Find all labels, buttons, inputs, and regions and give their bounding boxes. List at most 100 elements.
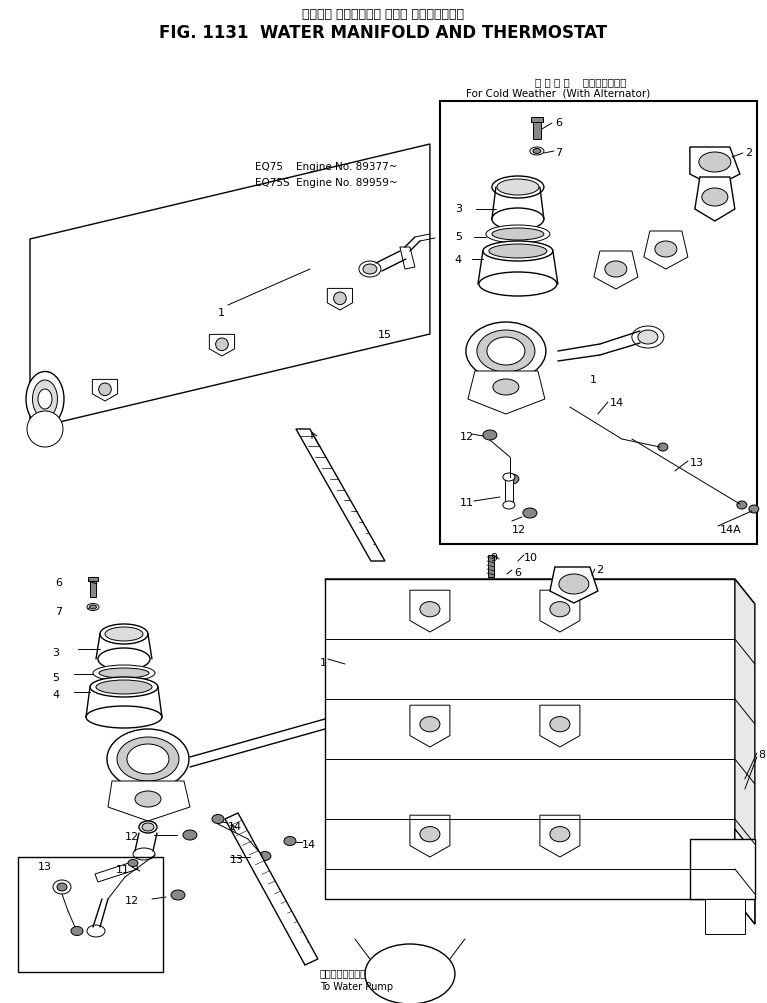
Bar [690, 840, 755, 899]
Polygon shape [92, 380, 117, 401]
Ellipse shape [559, 575, 589, 595]
Text: 6: 6 [55, 578, 62, 588]
Polygon shape [735, 580, 755, 924]
Polygon shape [540, 815, 580, 858]
Ellipse shape [90, 606, 97, 610]
Text: 12: 12 [460, 431, 474, 441]
Ellipse shape [53, 880, 71, 894]
Text: 13: 13 [690, 457, 704, 467]
Text: 14: 14 [610, 397, 624, 407]
Ellipse shape [87, 604, 99, 611]
Text: 14A: 14A [720, 525, 742, 535]
Text: 11: 11 [116, 865, 130, 875]
Ellipse shape [93, 665, 155, 681]
Text: 4: 4 [52, 689, 59, 699]
Text: EQ75S  Engine No. 89959~: EQ75S Engine No. 89959~ [255, 178, 397, 188]
Text: 14: 14 [228, 821, 242, 831]
Text: 6: 6 [555, 118, 562, 127]
Ellipse shape [133, 849, 155, 861]
Text: 2: 2 [596, 565, 603, 575]
Ellipse shape [492, 229, 544, 241]
Ellipse shape [117, 737, 179, 781]
Text: 10: 10 [524, 553, 538, 563]
Ellipse shape [493, 379, 519, 395]
Ellipse shape [32, 380, 58, 418]
Ellipse shape [100, 625, 148, 644]
Circle shape [99, 383, 111, 396]
Ellipse shape [365, 944, 455, 1003]
Text: EQ75    Engine No. 89377~: EQ75 Engine No. 89377~ [255, 161, 397, 172]
Bar [531, 118, 543, 123]
Text: To Water Pump: To Water Pump [320, 981, 393, 991]
Ellipse shape [87, 925, 105, 937]
Polygon shape [400, 248, 415, 270]
Circle shape [216, 339, 229, 351]
Text: 1: 1 [218, 308, 225, 318]
Ellipse shape [737, 502, 747, 510]
Ellipse shape [363, 265, 377, 275]
Ellipse shape [479, 273, 557, 297]
Text: FIG. 1131  WATER MANIFOLD AND THERMOSTAT: FIG. 1131 WATER MANIFOLD AND THERMOSTAT [159, 24, 607, 42]
Ellipse shape [505, 474, 519, 484]
Ellipse shape [57, 883, 67, 891]
Ellipse shape [284, 837, 296, 846]
Ellipse shape [420, 602, 440, 617]
Ellipse shape [107, 729, 189, 789]
Ellipse shape [128, 860, 138, 867]
Ellipse shape [658, 443, 668, 451]
Text: 寒 冷 仕 様    オルタネータ付: 寒 冷 仕 様 オルタネータ付 [535, 77, 627, 87]
Ellipse shape [550, 826, 570, 842]
Bar [533, 120, 541, 139]
Ellipse shape [135, 791, 161, 807]
Ellipse shape [497, 180, 539, 196]
Ellipse shape [71, 927, 83, 936]
Polygon shape [550, 568, 598, 604]
Text: 12: 12 [125, 895, 139, 905]
Circle shape [27, 411, 63, 447]
Ellipse shape [127, 744, 169, 774]
Ellipse shape [420, 826, 440, 842]
Text: 3: 3 [455, 204, 462, 214]
Polygon shape [95, 862, 138, 882]
Polygon shape [325, 580, 755, 605]
Ellipse shape [605, 262, 627, 278]
Polygon shape [30, 144, 430, 429]
Ellipse shape [749, 506, 759, 514]
Polygon shape [108, 781, 190, 821]
Ellipse shape [483, 242, 553, 262]
Ellipse shape [550, 602, 570, 617]
Ellipse shape [492, 177, 544, 199]
Polygon shape [410, 815, 450, 858]
Ellipse shape [212, 814, 224, 823]
Polygon shape [644, 232, 688, 270]
Text: 7: 7 [555, 147, 562, 157]
Ellipse shape [466, 323, 546, 380]
Text: 12: 12 [512, 525, 526, 535]
Ellipse shape [90, 677, 158, 697]
Ellipse shape [523, 509, 537, 519]
Ellipse shape [359, 262, 381, 278]
Text: ウォータ マニホールド および サーモスタット: ウォータ マニホールド および サーモスタット [302, 8, 464, 21]
Bar [705, 899, 745, 934]
Text: 9: 9 [490, 553, 497, 563]
Text: 13: 13 [38, 862, 52, 872]
Ellipse shape [638, 331, 658, 345]
Bar [488, 556, 494, 578]
Ellipse shape [96, 680, 152, 694]
Text: 1: 1 [320, 657, 327, 667]
Text: 11: 11 [460, 497, 474, 508]
Ellipse shape [489, 245, 547, 259]
Ellipse shape [702, 189, 728, 207]
Polygon shape [296, 429, 385, 562]
Ellipse shape [699, 152, 731, 173]
Ellipse shape [533, 149, 541, 154]
Polygon shape [410, 705, 450, 747]
Text: 3: 3 [52, 647, 59, 657]
Bar [88, 578, 98, 582]
Text: 4: 4 [455, 255, 462, 265]
Text: 12: 12 [125, 831, 139, 842]
Polygon shape [695, 178, 735, 222]
Polygon shape [594, 252, 638, 290]
Polygon shape [325, 580, 735, 899]
Ellipse shape [503, 502, 515, 510]
